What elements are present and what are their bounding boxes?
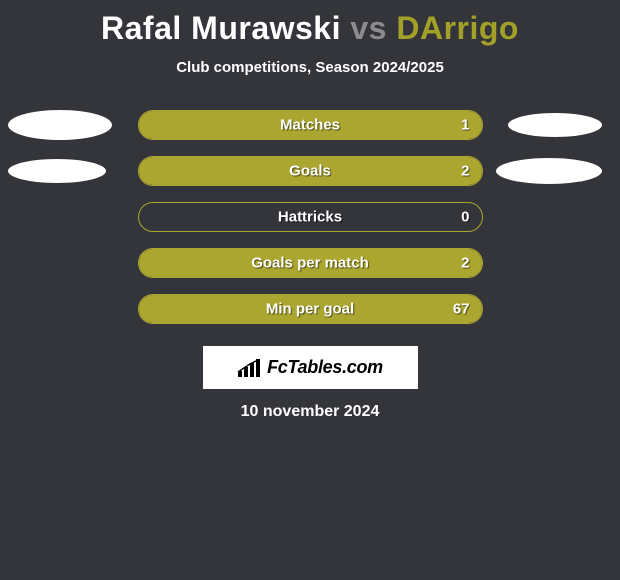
stat-value-right: 0 — [461, 209, 469, 226]
stat-row: Goals per match2 — [0, 248, 620, 278]
title-player2: DArrigo — [396, 10, 519, 46]
brand-text: FcTables.com — [267, 357, 383, 378]
date-text: 10 november 2024 — [0, 403, 620, 421]
left-ellipse — [8, 159, 106, 183]
stat-bar-fill — [139, 249, 482, 277]
stat-row: Matches1 — [0, 110, 620, 140]
page-title: Rafal Murawski vs DArrigo — [0, 0, 620, 47]
bars-icon — [237, 358, 261, 378]
stat-bar: Goals per match2 — [138, 248, 483, 278]
stat-bar: Hattricks0 — [138, 202, 483, 232]
stat-bar: Goals2 — [138, 156, 483, 186]
stat-bar-fill — [139, 111, 482, 139]
stat-row: Min per goal67 — [0, 294, 620, 324]
stat-label: Hattricks — [139, 209, 482, 226]
stat-row: Goals2 — [0, 156, 620, 186]
stat-row: Hattricks0 — [0, 202, 620, 232]
right-ellipse — [496, 158, 602, 184]
stat-bar-fill — [139, 157, 482, 185]
stat-bar: Matches1 — [138, 110, 483, 140]
title-player1: Rafal Murawski — [101, 10, 341, 46]
stat-bar: Min per goal67 — [138, 294, 483, 324]
left-ellipse — [8, 110, 112, 140]
title-vs: vs — [350, 10, 387, 46]
stat-rows: Matches1 Goals2 Hattricks0 Goals per match2… — [0, 110, 620, 324]
right-ellipse — [508, 113, 602, 137]
subtitle: Club competitions, Season 2024/2025 — [0, 59, 620, 76]
brand-box: FcTables.com — [203, 346, 418, 389]
stat-bar-fill — [139, 295, 482, 323]
